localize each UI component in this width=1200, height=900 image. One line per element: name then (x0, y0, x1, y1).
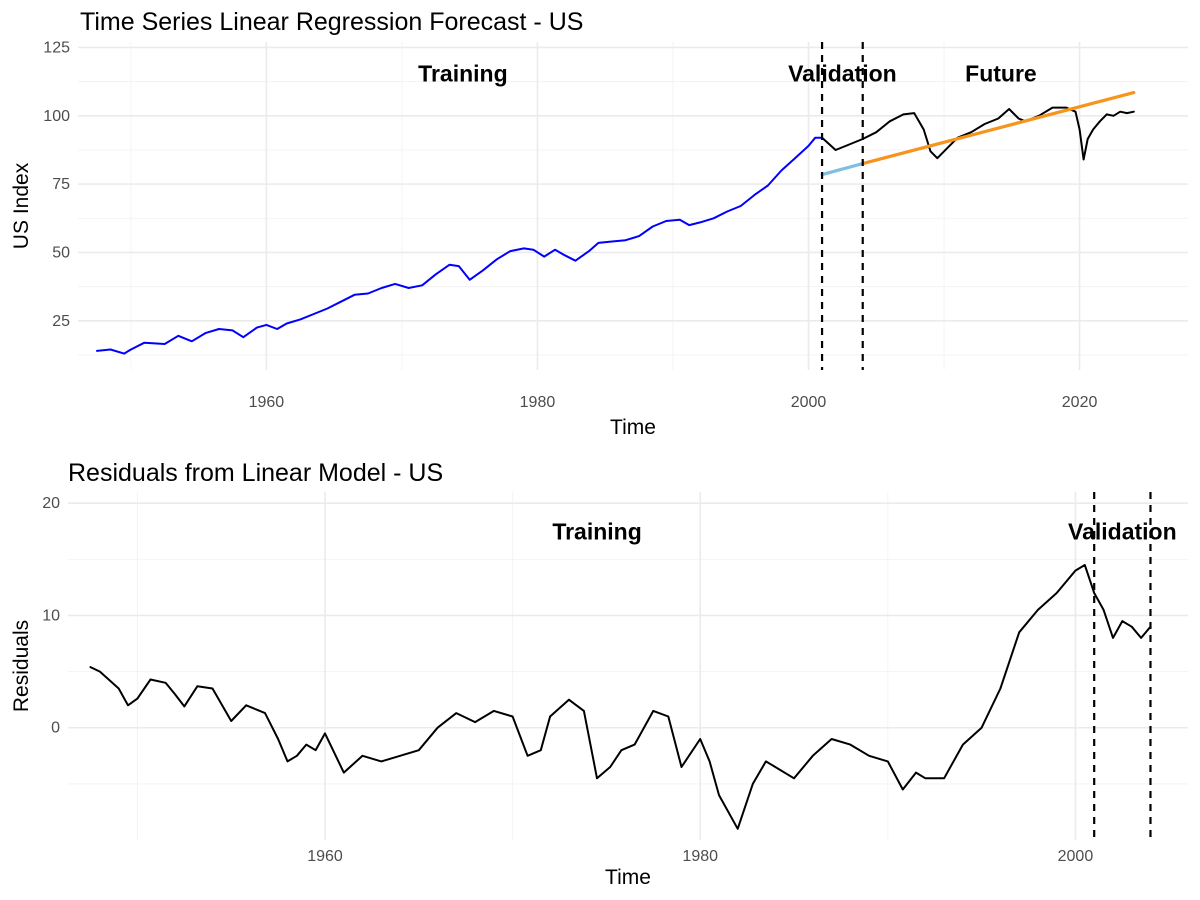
forecast-region-label: Training (418, 60, 507, 86)
forecast-y-tick-label: 75 (52, 176, 70, 193)
forecast-x-tick-label: 2020 (1062, 394, 1098, 411)
forecast-y-tick-label: 125 (43, 39, 70, 56)
residuals-y-tick-label: 10 (42, 607, 60, 624)
residuals-panel: 1960 1980 2000 0 10 20 Training Validation Resid… (10, 459, 1188, 889)
forecast-y-tick-label: 50 (52, 244, 70, 261)
forecast-region-label: Validation (788, 60, 897, 86)
forecast-chart-title: Time Series Linear Regression Forecast -… (80, 8, 583, 36)
forecast-x-tick-label: 2000 (791, 394, 827, 411)
forecast-y-tick-label: 100 (43, 108, 70, 125)
residuals-chart-title: Residuals from Linear Model - US (68, 459, 443, 487)
residuals-x-tick-label: 1980 (682, 848, 718, 865)
forecast-x-tick-label: 1980 (520, 394, 556, 411)
residuals-region-label: Training (552, 518, 641, 544)
residuals-x-tick-label: 2000 (1058, 848, 1094, 865)
forecast-x-axis-title: Time (610, 416, 656, 439)
forecast-series-actual-after-training (821, 106, 1135, 161)
residuals-region-label: Validation (1068, 518, 1177, 544)
forecast-y-axis-title: US Index (10, 162, 33, 249)
forecast-series-training-actual (96, 136, 824, 355)
residuals-y-tick-label: 0 (51, 720, 60, 737)
residuals-y-tick-label: 20 (42, 495, 60, 512)
forecast-series-future-forecast (861, 90, 1136, 166)
residuals-series-residuals (89, 564, 1152, 830)
forecast-y-tick-label: 25 (52, 313, 70, 330)
forecast-series-validation-forecast (820, 162, 865, 177)
forecast-region-label: Future (965, 60, 1037, 86)
forecast-panel: 1960 1980 2000 2020 25 50 75 100 125 Training Vali… (10, 8, 1188, 439)
residuals-x-axis-title: Time (605, 866, 651, 889)
residuals-x-tick-label: 1960 (307, 848, 343, 865)
forecast-x-tick-label: 1960 (249, 394, 285, 411)
residuals-y-axis-title: Residuals (10, 620, 33, 712)
